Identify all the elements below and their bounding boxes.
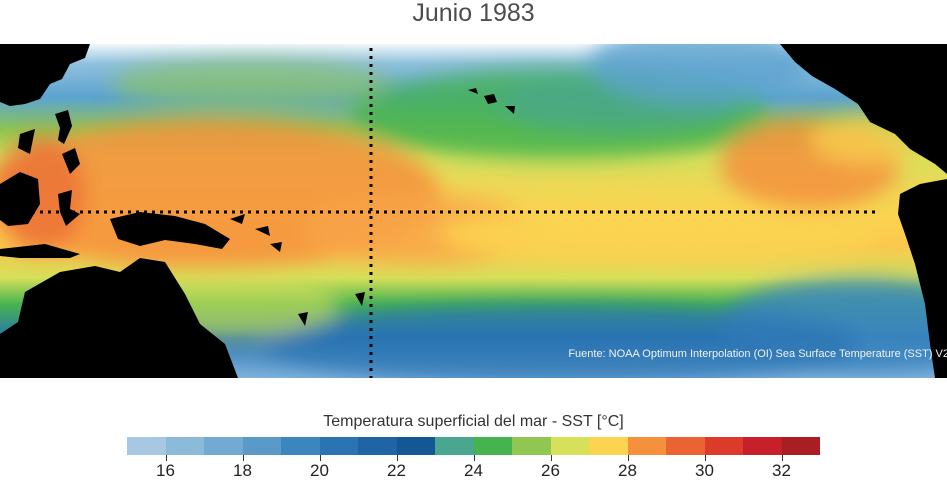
- colorbar-segment: [281, 437, 320, 455]
- colorbar-segment: [627, 437, 666, 455]
- colorbar-tick: [396, 455, 398, 461]
- colorbar-tick-label: 26: [541, 461, 560, 480]
- colorbar: [127, 437, 820, 455]
- colorbar-tick: [550, 455, 552, 461]
- colorbar-tick-label: 24: [464, 461, 483, 480]
- colorbar-segment: [473, 437, 512, 455]
- colorbar-tick: [319, 455, 321, 461]
- colorbar-segment: [743, 437, 782, 455]
- colorbar-segment: [435, 437, 474, 455]
- colorbar-tick-label: 30: [695, 461, 714, 480]
- colorbar-segment: [781, 437, 820, 455]
- colorbar-tick: [627, 455, 629, 461]
- sst-map: [0, 44, 947, 378]
- colorbar-tick: [165, 455, 167, 461]
- source-caption: Fuente: NOAA Optimum Interpolation (OI) …: [568, 348, 947, 360]
- colorbar-tick: [242, 455, 244, 461]
- colorbar-tick-label: 18: [233, 461, 252, 480]
- land-australia: [0, 258, 238, 378]
- land-new-guinea: [110, 212, 230, 249]
- colorbar-segment: [127, 437, 166, 455]
- colorbar-tick-label: 20: [310, 461, 329, 480]
- map-title: Junio 1983: [412, 0, 535, 27]
- land-americas: [780, 44, 947, 174]
- colorbar-segment: [512, 437, 551, 455]
- land-asia: [0, 44, 90, 106]
- colorbar-segment: [396, 437, 435, 455]
- land-masses: [0, 44, 947, 378]
- colorbar-tick-label: 22: [387, 461, 406, 480]
- colorbar-segment: [204, 437, 243, 455]
- colorbar-segment: [319, 437, 358, 455]
- colorbar-tick-label: 16: [156, 461, 175, 480]
- colorbar-segment: [242, 437, 281, 455]
- colorbar-label: Temperatura superficial del mar - SST [°…: [323, 413, 624, 430]
- colorbar-segment: [165, 437, 204, 455]
- colorbar-tick: [704, 455, 706, 461]
- colorbar-tick-label: 32: [772, 461, 791, 480]
- land-hawaii: [468, 88, 515, 114]
- colorbar-tick: [473, 455, 475, 461]
- colorbar-segment: [358, 437, 397, 455]
- colorbar-segment: [666, 437, 705, 455]
- land-philippines: [55, 110, 72, 144]
- colorbar-tick-label: 28: [618, 461, 637, 480]
- colorbar-ticks: 16 18 20 22 24 26 28 30 32: [0, 455, 947, 480]
- colorbar-segment: [704, 437, 743, 455]
- colorbar-segment: [550, 437, 589, 455]
- colorbar-segment: [589, 437, 628, 455]
- colorbar-tick: [781, 455, 783, 461]
